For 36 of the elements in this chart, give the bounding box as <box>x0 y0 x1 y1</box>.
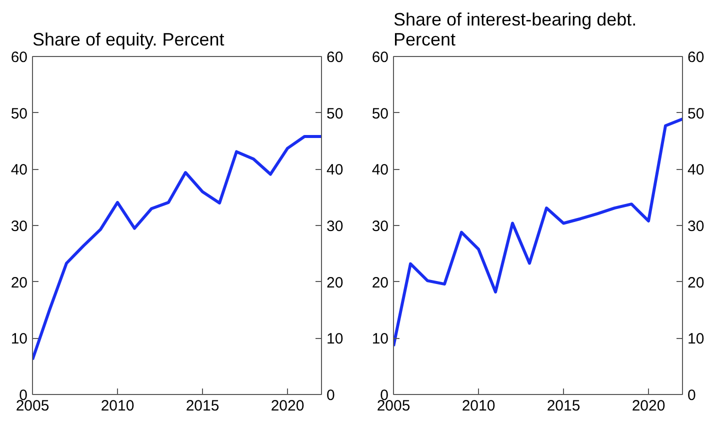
y-tick-label: 50 <box>372 105 389 122</box>
y-tick-label: 30 <box>10 218 28 235</box>
y-tick-label: 60 <box>10 49 28 66</box>
x-tick-label: 2010 <box>462 398 496 414</box>
y2-tick-label: 20 <box>326 274 344 292</box>
y-tick-label: 50 <box>10 105 28 122</box>
y-tick-label: 10 <box>372 330 389 348</box>
y-tick-label: 20 <box>10 274 28 292</box>
x-tick-label: 2010 <box>100 398 134 414</box>
y-tick-label: 30 <box>372 218 389 235</box>
y-tick-label: 20 <box>372 274 389 292</box>
y2-tick-label: 50 <box>326 105 344 122</box>
y2-tick-label: 50 <box>688 105 704 122</box>
y2-tick-label: 40 <box>326 162 344 179</box>
y2-tick-label: 40 <box>688 162 704 179</box>
y2-tick-label: 10 <box>688 330 704 348</box>
line-series <box>394 118 682 348</box>
y2-tick-label: 0 <box>688 387 696 404</box>
x-tick-label: 2020 <box>632 398 666 414</box>
x-tick-label: 2020 <box>270 398 304 414</box>
chart-title: Share of equity. Percent <box>32 30 224 50</box>
y2-tick-label: 60 <box>326 49 344 66</box>
y2-tick-label: 10 <box>326 330 344 348</box>
x-tick-label: 2015 <box>186 398 220 414</box>
y-tick-label: 10 <box>10 330 28 348</box>
y2-tick-label: 30 <box>688 218 704 235</box>
y-tick-label: 60 <box>372 49 389 66</box>
y2-tick-label: 20 <box>688 274 704 292</box>
y-tick-label: 40 <box>372 162 389 179</box>
y-tick-label: 40 <box>10 162 28 179</box>
line-series <box>32 134 322 362</box>
x-tick-label: 2015 <box>546 398 580 414</box>
y2-tick-label: 30 <box>326 218 344 235</box>
y2-tick-label: 0 <box>326 387 335 404</box>
chart-title: Share of interest-bearing debt. Percent <box>394 10 637 50</box>
y2-tick-label: 60 <box>688 49 704 66</box>
